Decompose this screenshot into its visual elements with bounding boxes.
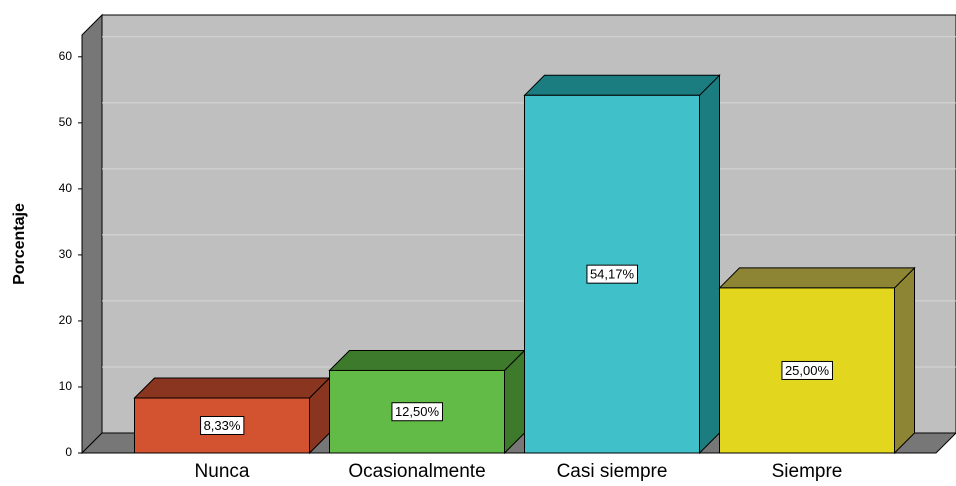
x-tick-label: Nunca (195, 461, 250, 482)
x-tick-label: Siempre (772, 461, 843, 482)
bar (328, 349, 526, 455)
y-tick-label: 50 (59, 115, 73, 129)
bar (133, 376, 331, 455)
bar (523, 74, 721, 455)
bar-top (718, 267, 916, 289)
y-tick-label: 10 (59, 379, 73, 393)
y-tick-label: 20 (59, 313, 73, 327)
bar-side (699, 74, 720, 455)
y-tick-label: 60 (59, 49, 73, 63)
value-label: 12,50% (395, 404, 440, 419)
value-label: 54,17% (590, 267, 635, 282)
bar-side (894, 266, 915, 455)
x-tick-label: Casi siempre (557, 461, 668, 482)
value-label-box (586, 264, 638, 284)
y-axis-label: Porcentaje (11, 203, 28, 285)
bar-top (523, 74, 721, 96)
bar-top (328, 349, 526, 371)
y-tick-label: 40 (59, 181, 73, 195)
value-label-box (200, 415, 245, 435)
x-tick-label: Ocasionalmente (348, 461, 485, 482)
value-label: 25,00% (785, 363, 830, 378)
bar-top (133, 377, 331, 399)
value-label: 8,33% (204, 418, 241, 433)
left-wall (81, 13, 103, 455)
value-label-box (391, 402, 443, 422)
bar (718, 266, 916, 455)
value-label-box (781, 360, 833, 380)
y-tick-label: 30 (59, 247, 73, 261)
y-tick-label: 0 (65, 445, 72, 459)
